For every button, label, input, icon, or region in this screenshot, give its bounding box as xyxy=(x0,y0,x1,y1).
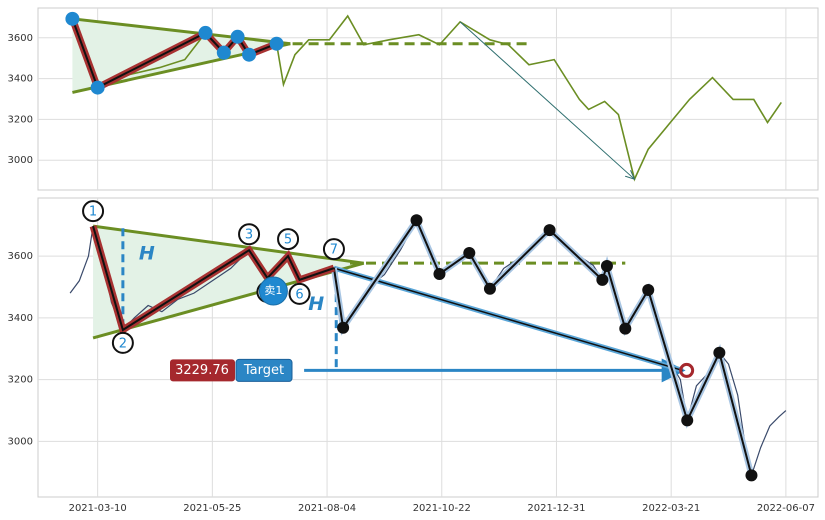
zigzag-point xyxy=(198,25,213,40)
zigzag-point xyxy=(681,414,694,427)
target-value: 3229.76 xyxy=(175,363,229,378)
zigzag-point xyxy=(463,246,476,259)
y-tick-label: 3600 xyxy=(8,251,33,262)
signal-label: 卖1 xyxy=(264,284,282,297)
height-label: H xyxy=(139,243,155,265)
pattern-label: 2 xyxy=(119,336,127,351)
zigzag-point xyxy=(337,321,350,334)
y-tick-label: 3400 xyxy=(8,74,33,85)
y-tick-label: 3200 xyxy=(8,114,33,125)
zigzag-point xyxy=(216,45,231,60)
y-tick-label: 3000 xyxy=(8,155,33,166)
pattern-label: 1 xyxy=(89,205,97,220)
zigzag-point xyxy=(600,259,613,272)
pattern-point xyxy=(277,228,300,251)
y-tick-label: 3000 xyxy=(8,436,33,447)
x-tick-label: 2021-05-25 xyxy=(183,503,241,514)
zigzag-point xyxy=(90,80,105,95)
zigzag-point xyxy=(242,47,257,62)
zigzag-point xyxy=(410,214,423,227)
y-tick-label: 3200 xyxy=(8,375,33,386)
zigzag-point xyxy=(543,224,556,237)
x-tick-label: 2021-10-22 xyxy=(413,503,471,514)
x-tick-label: 2022-06-07 xyxy=(757,503,815,514)
target-value-box xyxy=(170,359,235,382)
forecast-arrow xyxy=(459,21,634,179)
pattern-point xyxy=(322,238,345,261)
zigzag-point xyxy=(745,469,758,482)
trend-line xyxy=(92,224,364,265)
pattern-label: 6 xyxy=(295,287,303,302)
zigzag-point xyxy=(483,282,496,295)
target-label-box xyxy=(235,358,293,382)
x-tick-label: 2021-12-31 xyxy=(527,503,585,514)
trend-line xyxy=(72,17,291,46)
pattern-point xyxy=(238,223,261,246)
pattern-label: 7 xyxy=(330,243,338,258)
target-point xyxy=(679,362,695,378)
y-tick-label: 3400 xyxy=(8,313,33,324)
zigzag-point xyxy=(713,346,726,359)
x-tick-label: 2021-03-10 xyxy=(69,503,127,514)
zigzag-point xyxy=(65,11,80,26)
projection-line xyxy=(333,267,683,372)
pattern-point xyxy=(111,331,134,354)
zigzag-point xyxy=(269,36,284,51)
target-label: Target xyxy=(243,363,284,378)
zigzag-point xyxy=(230,29,245,44)
pattern-point xyxy=(288,282,311,305)
y-tick-label: 3600 xyxy=(8,33,33,44)
zigzag-point xyxy=(642,284,655,297)
height-label: H xyxy=(308,293,324,315)
zigzag-point xyxy=(619,322,632,335)
x-tick-label: 2022-03-21 xyxy=(642,503,700,514)
zigzag-point xyxy=(596,273,609,286)
pattern-label: 5 xyxy=(284,233,292,248)
zigzag-point xyxy=(433,267,446,280)
signal-marker xyxy=(258,276,288,306)
pattern-label: 3 xyxy=(245,228,253,243)
x-tick-label: 2021-08-04 xyxy=(298,503,356,514)
pattern-point xyxy=(82,200,105,223)
zigzag-line xyxy=(332,218,753,476)
